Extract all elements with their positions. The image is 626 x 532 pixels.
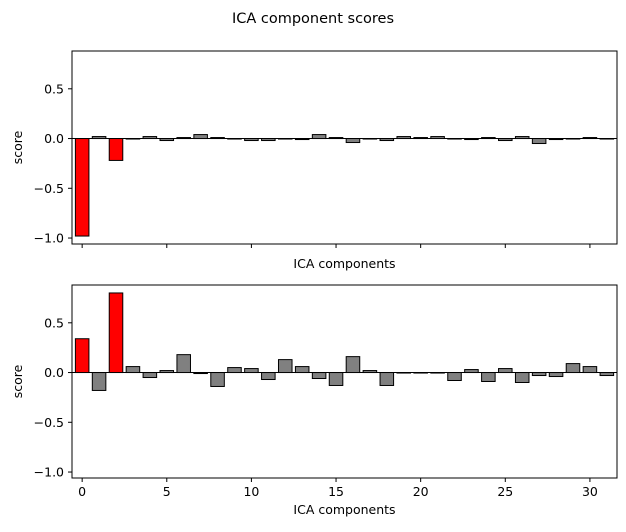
- bar-component-22: [447, 138, 462, 140]
- bar-component-5: [159, 370, 175, 374]
- y-tick-label: 0.5: [44, 315, 64, 330]
- bar-component-19: [396, 136, 412, 140]
- bar-component-21: [430, 136, 445, 140]
- bar-component-29: [565, 138, 581, 140]
- bar-component-29: [565, 363, 581, 374]
- bar-component-6: [176, 137, 191, 140]
- bar-component-25: [498, 368, 513, 374]
- bar-component-11: [261, 138, 276, 142]
- bar-component-31: [599, 372, 615, 377]
- bar-component-28: [548, 372, 564, 378]
- x-tick-label: 10: [243, 484, 259, 499]
- bar-component-15: [328, 372, 344, 386]
- y-tick-label: 0.0: [44, 365, 64, 380]
- bar-component-0: [74, 138, 90, 237]
- bar-component-13: [294, 366, 310, 374]
- x-tick-label: 15: [328, 484, 344, 499]
- bar-component-10: [244, 138, 259, 142]
- bar-component-0: [74, 338, 90, 374]
- axes-frame: [71, 50, 618, 245]
- bar-component-7: [193, 372, 208, 375]
- bar-component-8: [210, 372, 225, 387]
- bar-component-17: [362, 370, 378, 374]
- bar-component-1: [91, 136, 107, 140]
- bar-component-19: [396, 372, 412, 374]
- bar-component-22: [447, 372, 462, 382]
- bar-component-20: [413, 372, 428, 374]
- y-tick-label: −1.0: [34, 231, 64, 246]
- bar-component-16: [345, 356, 361, 374]
- bar-component-2: [108, 292, 124, 374]
- bar-component-4: [142, 372, 158, 379]
- x-tick-label: 0: [78, 484, 86, 499]
- bar-component-14: [311, 372, 327, 380]
- bottom-axes: −1.0 −0.5 0.0 0.5 0 5 10 15 20 25 30 ICA components…: [10, 284, 618, 517]
- bar-component-1: [91, 372, 107, 391]
- x-tick-label: 5: [163, 484, 171, 499]
- bar-component-26: [514, 136, 530, 140]
- x-axis-label: ICA components: [293, 502, 395, 517]
- bar-component-24: [481, 137, 496, 140]
- x-tick-label: 30: [582, 484, 598, 499]
- bar-component-15: [328, 137, 344, 140]
- bar-component-3: [125, 366, 141, 374]
- x-tick-label: 20: [413, 484, 429, 499]
- bar-component-11: [261, 372, 276, 381]
- bar-component-8: [210, 137, 225, 140]
- y-axis-label: score: [10, 130, 25, 164]
- bar-component-18: [379, 138, 395, 142]
- x-axis-label: ICA components: [293, 256, 395, 271]
- top-axes: −1.0 −0.5 0.0 0.5 ICA components score: [10, 50, 618, 271]
- bar-component-17: [362, 138, 378, 140]
- bar-component-14: [311, 134, 327, 140]
- bar-component-27: [531, 138, 547, 145]
- y-tick-label: −1.0: [34, 465, 64, 480]
- bar-component-30: [582, 366, 598, 374]
- bar-component-9: [227, 367, 242, 374]
- bar-component-3: [125, 138, 141, 140]
- bar-component-2: [108, 138, 124, 161]
- bar-component-27: [531, 372, 547, 377]
- figure-title: ICA component scores: [232, 11, 394, 27]
- y-axis-label: score: [10, 364, 25, 398]
- bar-component-4: [142, 136, 158, 140]
- bar-component-23: [464, 138, 479, 141]
- bar-component-25: [498, 138, 513, 142]
- bar-component-12: [277, 359, 293, 374]
- axes-frame: [71, 284, 618, 479]
- y-tick-label: −0.5: [34, 415, 64, 430]
- bar-component-20: [413, 137, 428, 140]
- bar-component-16: [345, 138, 361, 144]
- bar-component-23: [464, 369, 479, 374]
- bar-component-24: [481, 372, 496, 382]
- y-tick-label: −0.5: [34, 181, 64, 196]
- bar-component-21: [430, 372, 445, 374]
- bar-component-6: [176, 354, 191, 374]
- bar-component-7: [193, 134, 208, 140]
- x-tick-label: 25: [497, 484, 513, 499]
- bar-component-31: [599, 138, 615, 140]
- y-tick-label: 0.5: [44, 81, 64, 96]
- bar-component-30: [582, 137, 598, 140]
- bar-component-10: [244, 368, 259, 374]
- bar-component-12: [277, 138, 293, 140]
- bar-component-26: [514, 372, 530, 383]
- bar-component-28: [548, 138, 564, 141]
- bar-component-5: [159, 138, 175, 142]
- bar-component-13: [294, 138, 310, 141]
- bar-component-18: [379, 372, 395, 386]
- bar-component-9: [227, 138, 242, 140]
- y-tick-label: 0.0: [44, 131, 64, 146]
